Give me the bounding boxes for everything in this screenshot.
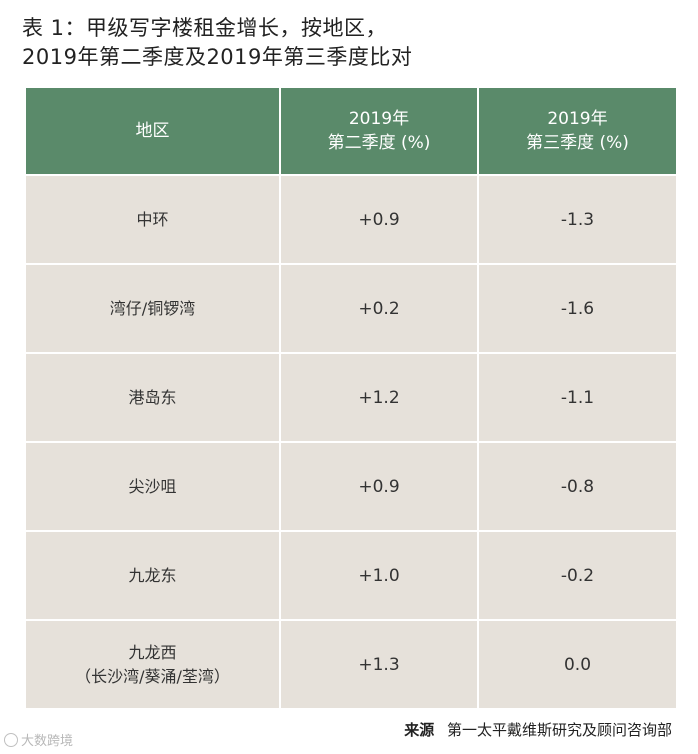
- region-cell: 九龙东: [26, 531, 281, 621]
- q3-value-cell: -0.2: [478, 531, 676, 621]
- q2-value-cell: +0.9: [280, 442, 479, 532]
- q2-value-cell: +1.3: [280, 620, 479, 710]
- region-name: 九龙西: [128, 642, 177, 662]
- region-cell: 中环: [26, 175, 281, 265]
- table-row: 九龙西 （长沙湾/葵涌/荃湾） +1.3 0.0: [26, 620, 676, 710]
- table-row: 港岛东 +1.2 -1.1: [26, 353, 676, 443]
- title-line-2: 2019年第二季度及2019年第三季度比对: [22, 45, 413, 69]
- q2-value-cell: +0.2: [280, 264, 479, 354]
- table-row: 湾仔/铜锣湾 +0.2 -1.6: [26, 264, 676, 354]
- header-row: 地区 2019年 第二季度 (%) 2019年 第三季度 (%): [26, 88, 676, 176]
- q3-value-cell: -1.6: [478, 264, 676, 354]
- rent-growth-table: 地区 2019年 第二季度 (%) 2019年 第三季度 (%) 中环 +0.9…: [26, 88, 676, 710]
- q3-value-cell: 0.0: [478, 620, 676, 710]
- header-q3-year: 2019年: [547, 109, 608, 129]
- region-cell: 湾仔/铜锣湾: [26, 264, 281, 354]
- region-cell: 港岛东: [26, 353, 281, 443]
- header-q3: 2019年 第三季度 (%): [478, 88, 676, 176]
- header-q3-label: 第三季度 (%): [526, 133, 629, 153]
- rent-growth-table-container: 地区 2019年 第二季度 (%) 2019年 第三季度 (%) 中环 +0.9…: [26, 88, 676, 710]
- table-row: 中环 +0.9 -1.3: [26, 175, 676, 265]
- region-cell: 尖沙咀: [26, 442, 281, 532]
- table-body: 中环 +0.9 -1.3 湾仔/铜锣湾 +0.2 -1.6 港岛东 +1.2 -…: [26, 175, 676, 710]
- q3-value-cell: -0.8: [478, 442, 676, 532]
- source-text: 第一太平戴维斯研究及顾问咨询部: [446, 721, 672, 739]
- source-label: 来源: [404, 721, 435, 739]
- q3-value-cell: -1.3: [478, 175, 676, 265]
- table-row: 尖沙咀 +0.9 -0.8: [26, 442, 676, 532]
- header-region-label: 地区: [135, 121, 170, 141]
- watermark: 大数跨境: [4, 730, 73, 749]
- q2-value-cell: +0.9: [280, 175, 479, 265]
- table-title: 表 1：甲级写字楼租金增长，按地区， 2019年第二季度及2019年第三季度比对: [22, 14, 682, 72]
- header-q2-year: 2019年: [348, 109, 410, 129]
- region-cell: 九龙西 （长沙湾/葵涌/荃湾）: [26, 620, 281, 710]
- table-row: 九龙东 +1.0 -0.2: [26, 531, 676, 621]
- q3-value-cell: -1.1: [478, 353, 676, 443]
- watermark-logo-icon: [4, 732, 18, 747]
- table-header: 地区 2019年 第二季度 (%) 2019年 第三季度 (%): [26, 88, 676, 176]
- q2-value-cell: +1.2: [280, 353, 479, 443]
- region-subareas: （长沙湾/葵涌/荃湾）: [75, 666, 230, 686]
- watermark-text: 大数跨境: [21, 734, 74, 749]
- header-q2: 2019年 第二季度 (%): [280, 88, 479, 176]
- header-q2-label: 第二季度 (%): [327, 133, 431, 153]
- title-line-1: 表 1：甲级写字楼租金增长，按地区，: [22, 16, 388, 40]
- header-region: 地区: [26, 88, 281, 176]
- source-note: 来源 第一太平戴维斯研究及顾问咨询部: [404, 719, 672, 740]
- q2-value-cell: +1.0: [280, 531, 479, 621]
